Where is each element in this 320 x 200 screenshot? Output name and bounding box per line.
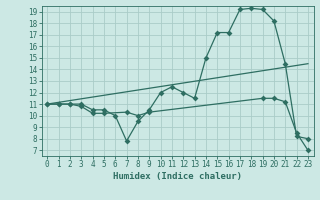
X-axis label: Humidex (Indice chaleur): Humidex (Indice chaleur) xyxy=(113,172,242,181)
